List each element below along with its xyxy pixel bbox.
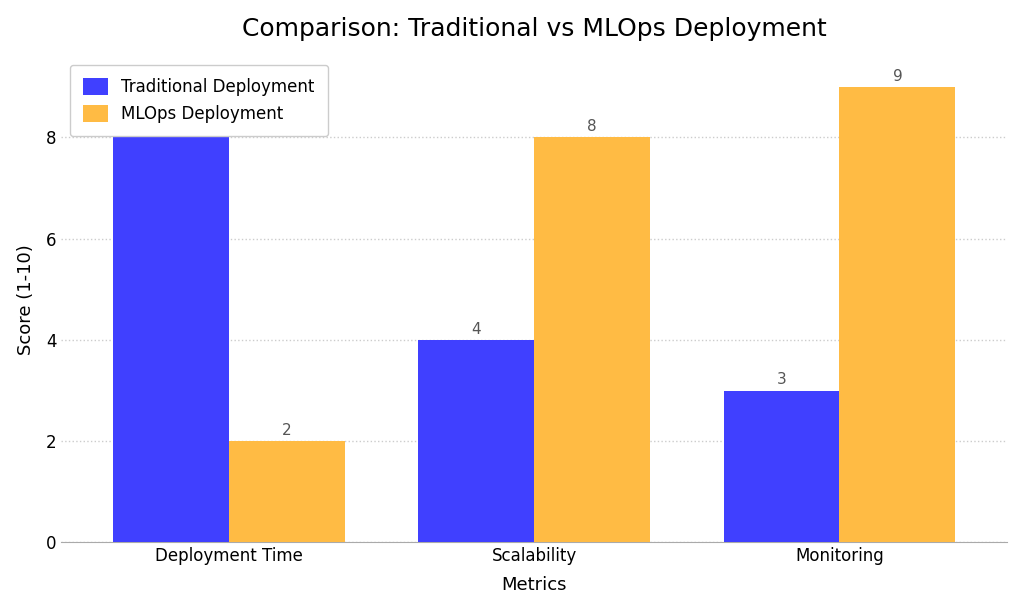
X-axis label: Metrics: Metrics xyxy=(502,576,567,595)
Legend: Traditional Deployment, MLOps Deployment: Traditional Deployment, MLOps Deployment xyxy=(70,65,328,136)
Title: Comparison: Traditional vs MLOps Deployment: Comparison: Traditional vs MLOps Deploym… xyxy=(242,16,826,41)
Bar xyxy=(419,340,535,543)
Bar xyxy=(840,87,955,543)
Text: 2: 2 xyxy=(283,423,292,438)
Text: 8: 8 xyxy=(166,119,176,134)
Text: 9: 9 xyxy=(893,69,902,84)
Bar xyxy=(535,137,650,543)
Y-axis label: Score (1-10): Score (1-10) xyxy=(16,244,35,355)
Text: 4: 4 xyxy=(471,322,481,337)
Bar xyxy=(724,390,840,543)
Bar xyxy=(113,137,229,543)
Text: 3: 3 xyxy=(776,373,786,387)
Bar xyxy=(229,441,345,543)
Text: 8: 8 xyxy=(588,119,597,134)
